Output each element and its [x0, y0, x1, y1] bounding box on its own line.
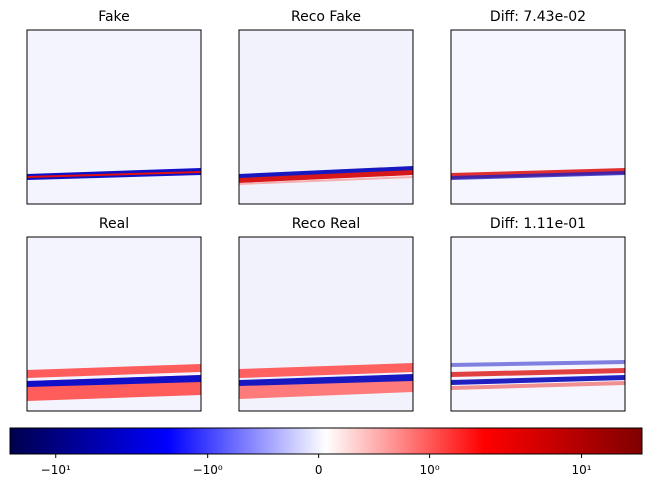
panel-title: Reco Real [292, 216, 361, 232]
tick-label: 10⁰ [420, 463, 440, 477]
panel [450, 29, 626, 205]
panel [450, 236, 626, 412]
tick-label: 0 [315, 463, 323, 477]
panel-title: Fake [98, 9, 130, 25]
panel-title: Diff: 1.11e-01 [490, 216, 586, 232]
panel [238, 236, 414, 412]
colorbar [9, 427, 643, 455]
tick-label: −10¹ [41, 463, 71, 477]
panel-title: Real [99, 216, 129, 232]
panel [26, 29, 202, 205]
panel [238, 29, 414, 205]
panel-title: Reco Fake [291, 9, 361, 25]
tick-label: 10¹ [571, 463, 591, 477]
tick-label: −10⁰ [193, 463, 223, 477]
panel [26, 236, 202, 412]
panel-title: Diff: 7.43e-02 [490, 9, 586, 25]
